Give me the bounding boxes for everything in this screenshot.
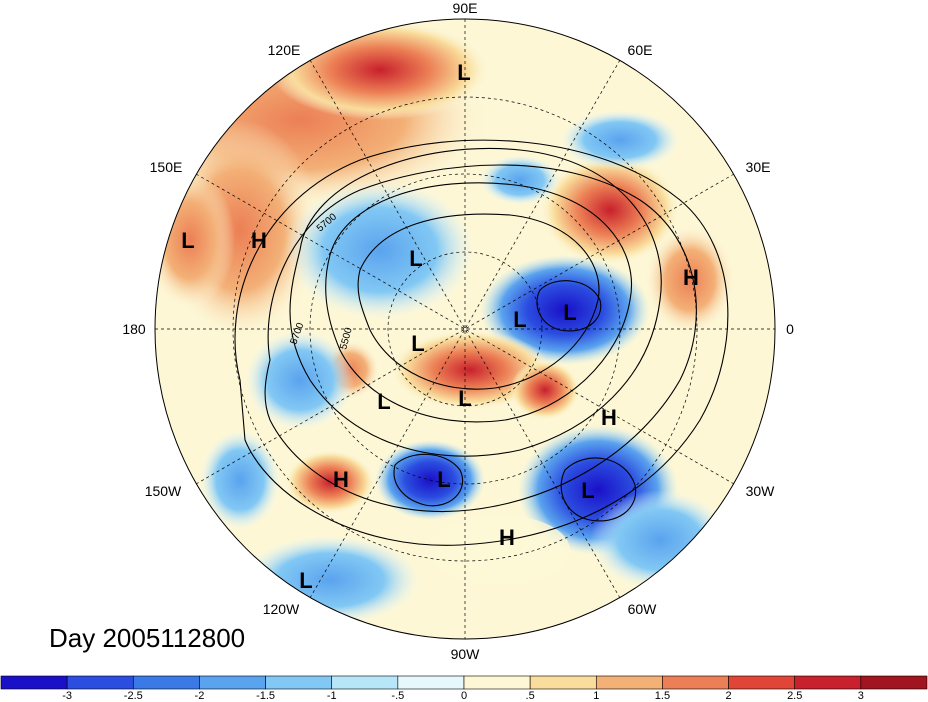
graticule: [155, 19, 775, 639]
low-pressure-marker: L: [457, 60, 470, 85]
high-pressure-marker: H: [683, 265, 699, 290]
lon-label-120w: 120W: [263, 601, 300, 617]
low-pressure-marker: L: [377, 389, 390, 414]
colorbar-swatch: [397, 675, 465, 690]
high-pressure-marker: H: [601, 405, 617, 430]
lon-label-150w: 150W: [145, 483, 182, 499]
colorbar-swatch: [662, 675, 729, 690]
colorbar-swatch: [199, 675, 266, 690]
colorbar-tick-label: -2: [195, 690, 205, 702]
colorbar-swatch: [794, 675, 862, 690]
lon-label-30e: 30E: [746, 159, 771, 175]
map-boundary: [154, 18, 776, 640]
lon-label-180: 180: [122, 321, 146, 337]
low-pressure-marker: L: [411, 331, 424, 356]
colorbar-swatch: [66, 675, 134, 690]
pressure-centers: L L L L L L L L L L L H H H H H H: [181, 60, 699, 593]
colorbar-swatch: [463, 675, 531, 690]
colorbar-tick-label: 0: [461, 690, 467, 702]
lon-label-0: 0: [786, 321, 794, 337]
low-pressure-marker: L: [437, 467, 450, 492]
colorbar-tick-label: -1: [327, 690, 337, 702]
lon-label-60w: 60W: [628, 601, 658, 617]
colorbar-tick-label: -2.5: [124, 690, 143, 702]
high-pressure-marker: H: [499, 525, 515, 550]
colorbar-tick-label: -3: [62, 690, 72, 702]
colorbar-swatch: [0, 675, 68, 690]
low-pressure-marker: L: [458, 386, 471, 411]
colorbar-tick-labels: -3 -2.5 -2 -1.5 -1 -.5 0 .5 1 1.5 2 2.5 3: [62, 690, 864, 702]
low-pressure-marker: L: [299, 568, 312, 593]
low-pressure-marker: L: [581, 478, 594, 503]
colorbar-swatch: [529, 675, 597, 690]
low-pressure-marker: L: [181, 228, 194, 253]
high-pressure-marker: H: [251, 228, 267, 253]
colorbar-swatch: [132, 675, 200, 690]
low-pressure-marker: L: [513, 307, 526, 332]
colorbar-tick-label: 1: [593, 690, 599, 702]
lon-label-150e: 150E: [150, 159, 183, 175]
lon-label-30w: 30W: [746, 483, 776, 499]
colorbar-swatch: [860, 675, 928, 690]
colorbar-tick-label: -.5: [391, 690, 404, 702]
colorbar-tick-label: 2.5: [787, 690, 802, 702]
colorbar-swatch: [331, 675, 399, 690]
low-pressure-marker: L: [409, 246, 422, 271]
colorbar-tick-label: 2: [726, 690, 732, 702]
low-pressure-marker: L: [563, 300, 576, 325]
colorbar-swatch: [728, 675, 796, 690]
colorbar-tick-label: .5: [526, 690, 535, 702]
colorbar-tick-label: 1.5: [655, 690, 670, 702]
colorbar: [0, 675, 928, 690]
height-contours: [234, 139, 729, 546]
high-pressure-marker: H: [333, 467, 349, 492]
date-label: Day 2005112800: [49, 623, 245, 653]
lon-label-120e: 120E: [268, 42, 301, 58]
lon-label-90w: 90W: [451, 646, 481, 662]
colorbar-swatch: [265, 675, 333, 690]
lon-label-90e: 90E: [453, 0, 478, 16]
colorbar-tick-label: -1.5: [256, 690, 275, 702]
colorbar-tick-label: 3: [858, 690, 864, 702]
lon-label-60e: 60E: [628, 42, 653, 58]
colorbar-swatch: [595, 675, 663, 690]
